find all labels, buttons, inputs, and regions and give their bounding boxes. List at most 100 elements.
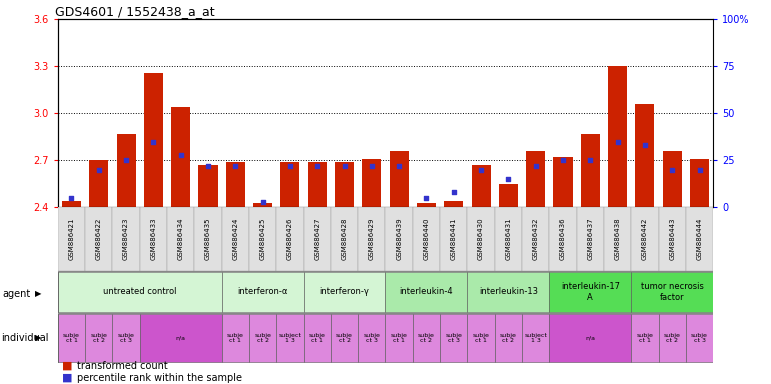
Bar <box>581 134 600 207</box>
Bar <box>253 203 272 207</box>
Text: n/a: n/a <box>176 335 186 341</box>
Bar <box>304 207 331 271</box>
Bar <box>113 314 140 362</box>
Bar <box>85 314 113 362</box>
Text: GSM886430: GSM886430 <box>478 218 484 260</box>
Bar <box>662 151 682 207</box>
Point <box>530 163 542 169</box>
Point <box>611 139 624 145</box>
Text: subje
ct 1: subje ct 1 <box>227 333 244 343</box>
Bar <box>249 207 276 271</box>
Point <box>584 157 597 164</box>
Text: subje
ct 3: subje ct 3 <box>363 333 380 343</box>
Text: interferon-γ: interferon-γ <box>320 287 369 296</box>
Bar <box>467 207 495 271</box>
Text: subje
ct 3: subje ct 3 <box>446 333 462 343</box>
Point <box>120 157 133 164</box>
Bar <box>331 207 359 271</box>
Text: GSM886433: GSM886433 <box>150 218 157 260</box>
Text: GSM886436: GSM886436 <box>560 218 566 260</box>
Text: subje
ct 1: subje ct 1 <box>391 333 408 343</box>
Bar <box>631 207 658 271</box>
Text: subje
ct 2: subje ct 2 <box>336 333 353 343</box>
Bar <box>249 314 276 362</box>
Text: GSM886421: GSM886421 <box>69 218 75 260</box>
Bar <box>631 314 658 362</box>
Bar <box>171 107 190 207</box>
Bar <box>308 162 327 207</box>
Bar <box>58 271 221 312</box>
Text: GSM886440: GSM886440 <box>423 218 429 260</box>
Bar <box>554 157 573 207</box>
Point <box>93 167 105 173</box>
Point <box>365 163 378 169</box>
Bar <box>144 73 163 207</box>
Text: subje
ct 2: subje ct 2 <box>254 333 271 343</box>
Bar <box>635 104 655 207</box>
Point <box>311 163 323 169</box>
Text: interleukin-4: interleukin-4 <box>399 287 453 296</box>
Bar <box>113 207 140 271</box>
Bar <box>386 271 467 312</box>
Point <box>66 195 78 201</box>
Text: subje
ct 1: subje ct 1 <box>309 333 325 343</box>
Text: subje
ct 3: subje ct 3 <box>118 333 134 343</box>
Bar <box>686 314 713 362</box>
Bar <box>549 271 631 312</box>
Text: subje
ct 2: subje ct 2 <box>664 333 681 343</box>
Bar <box>140 207 167 271</box>
Bar <box>495 314 522 362</box>
Text: subje
ct 1: subje ct 1 <box>637 333 653 343</box>
Text: subje
ct 2: subje ct 2 <box>90 333 107 343</box>
Bar <box>658 207 686 271</box>
Bar <box>686 207 713 271</box>
Text: interleukin-17
A: interleukin-17 A <box>561 282 620 301</box>
Text: GDS4601 / 1552438_a_at: GDS4601 / 1552438_a_at <box>55 5 214 18</box>
Bar <box>440 207 467 271</box>
Bar <box>62 201 81 207</box>
Bar <box>495 207 522 271</box>
Text: ■: ■ <box>62 373 72 383</box>
Text: subje
ct 2: subje ct 2 <box>500 333 517 343</box>
Bar <box>499 184 518 207</box>
Text: subject
1 3: subject 1 3 <box>524 333 547 343</box>
Bar <box>335 162 354 207</box>
Point <box>557 157 569 164</box>
Text: GSM886424: GSM886424 <box>232 218 238 260</box>
Bar <box>116 134 136 207</box>
Bar <box>658 314 686 362</box>
Text: GSM886425: GSM886425 <box>260 218 266 260</box>
Text: GSM886427: GSM886427 <box>315 218 320 260</box>
Bar <box>221 271 304 312</box>
Bar <box>412 314 440 362</box>
Point <box>502 176 514 182</box>
Bar <box>89 161 109 207</box>
Text: transformed count: transformed count <box>77 361 168 371</box>
Bar <box>276 314 304 362</box>
Point <box>420 195 433 201</box>
Bar <box>304 271 386 312</box>
Text: GSM886428: GSM886428 <box>342 218 348 260</box>
Text: percentile rank within the sample: percentile rank within the sample <box>77 373 242 383</box>
Point <box>229 163 241 169</box>
Bar <box>359 207 386 271</box>
Text: ▶: ▶ <box>35 289 41 298</box>
Bar <box>281 162 299 207</box>
Bar <box>412 207 440 271</box>
Point <box>284 163 296 169</box>
Bar <box>226 162 245 207</box>
Text: GSM886443: GSM886443 <box>669 218 675 260</box>
Text: ■: ■ <box>62 361 72 371</box>
Text: GSM886439: GSM886439 <box>396 218 402 260</box>
Bar <box>276 207 304 271</box>
Bar <box>631 271 713 312</box>
Text: GSM886429: GSM886429 <box>369 218 375 260</box>
Text: GSM886426: GSM886426 <box>287 218 293 260</box>
Bar <box>85 207 113 271</box>
Text: interleukin-13: interleukin-13 <box>479 287 538 296</box>
Bar <box>140 314 221 362</box>
Text: untreated control: untreated control <box>103 287 177 296</box>
Point <box>393 163 406 169</box>
Bar <box>608 66 627 207</box>
Bar <box>362 159 382 207</box>
